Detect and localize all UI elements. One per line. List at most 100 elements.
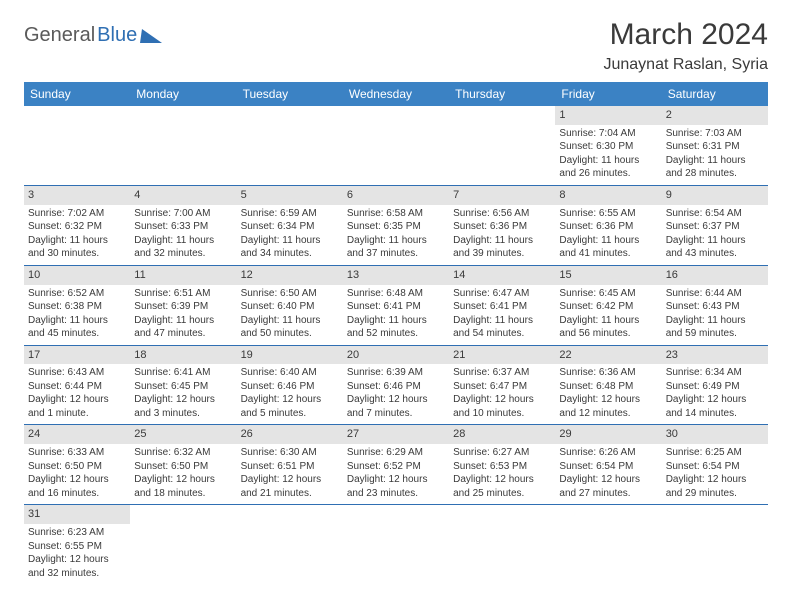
day-number: 13	[343, 266, 449, 285]
day-number: 6	[343, 186, 449, 205]
day-number: 18	[130, 346, 236, 365]
calendar-cell: 28Sunrise: 6:27 AMSunset: 6:53 PMDayligh…	[449, 425, 555, 505]
sunrise-text: Sunrise: 6:43 AM	[28, 366, 126, 380]
sunset-text: Sunset: 6:41 PM	[347, 300, 445, 314]
daylight-text: Daylight: 11 hours and 47 minutes.	[134, 314, 232, 341]
calendar-cell-empty	[130, 106, 236, 185]
sunrise-text: Sunrise: 6:51 AM	[134, 287, 232, 301]
sunrise-text: Sunrise: 6:36 AM	[559, 366, 657, 380]
day-number: 31	[24, 505, 130, 524]
sunrise-text: Sunrise: 6:44 AM	[666, 287, 764, 301]
calendar-cell: 24Sunrise: 6:33 AMSunset: 6:50 PMDayligh…	[24, 425, 130, 505]
calendar-cell: 17Sunrise: 6:43 AMSunset: 6:44 PMDayligh…	[24, 345, 130, 425]
calendar-cell-empty	[662, 505, 768, 584]
logo: GeneralBlue	[24, 18, 163, 47]
weekday-header: Monday	[130, 82, 236, 106]
day-number: 20	[343, 346, 449, 365]
sunset-text: Sunset: 6:53 PM	[453, 460, 551, 474]
sunrise-text: Sunrise: 6:41 AM	[134, 366, 232, 380]
calendar-cell: 13Sunrise: 6:48 AMSunset: 6:41 PMDayligh…	[343, 265, 449, 345]
sunrise-text: Sunrise: 6:30 AM	[241, 446, 339, 460]
daylight-text: Daylight: 12 hours and 3 minutes.	[134, 393, 232, 420]
sunset-text: Sunset: 6:33 PM	[134, 220, 232, 234]
daylight-text: Daylight: 12 hours and 1 minute.	[28, 393, 126, 420]
calendar-cell-empty	[449, 505, 555, 584]
daylight-text: Daylight: 12 hours and 7 minutes.	[347, 393, 445, 420]
sunrise-text: Sunrise: 6:55 AM	[559, 207, 657, 221]
day-number: 25	[130, 425, 236, 444]
sunset-text: Sunset: 6:52 PM	[347, 460, 445, 474]
calendar-cell: 31Sunrise: 6:23 AMSunset: 6:55 PMDayligh…	[24, 505, 130, 584]
calendar-row: 31Sunrise: 6:23 AMSunset: 6:55 PMDayligh…	[24, 505, 768, 584]
daylight-text: Daylight: 11 hours and 34 minutes.	[241, 234, 339, 261]
sunrise-text: Sunrise: 6:27 AM	[453, 446, 551, 460]
calendar-cell: 5Sunrise: 6:59 AMSunset: 6:34 PMDaylight…	[237, 185, 343, 265]
title-block: March 2024 Junaynat Raslan, Syria	[603, 18, 768, 74]
calendar-cell-empty	[237, 106, 343, 185]
calendar-row: 3Sunrise: 7:02 AMSunset: 6:32 PMDaylight…	[24, 185, 768, 265]
day-number: 10	[24, 266, 130, 285]
sunset-text: Sunset: 6:50 PM	[28, 460, 126, 474]
sunrise-text: Sunrise: 6:50 AM	[241, 287, 339, 301]
calendar-cell: 21Sunrise: 6:37 AMSunset: 6:47 PMDayligh…	[449, 345, 555, 425]
sunrise-text: Sunrise: 6:26 AM	[559, 446, 657, 460]
daylight-text: Daylight: 11 hours and 50 minutes.	[241, 314, 339, 341]
sunset-text: Sunset: 6:42 PM	[559, 300, 657, 314]
calendar-cell: 8Sunrise: 6:55 AMSunset: 6:36 PMDaylight…	[555, 185, 661, 265]
sunset-text: Sunset: 6:32 PM	[28, 220, 126, 234]
sunrise-text: Sunrise: 6:52 AM	[28, 287, 126, 301]
day-number: 16	[662, 266, 768, 285]
weekday-header: Thursday	[449, 82, 555, 106]
daylight-text: Daylight: 12 hours and 5 minutes.	[241, 393, 339, 420]
weekday-header: Friday	[555, 82, 661, 106]
calendar-cell: 16Sunrise: 6:44 AMSunset: 6:43 PMDayligh…	[662, 265, 768, 345]
sunset-text: Sunset: 6:34 PM	[241, 220, 339, 234]
day-number: 21	[449, 346, 555, 365]
header: GeneralBlue March 2024 Junaynat Raslan, …	[24, 18, 768, 74]
calendar-cell: 2Sunrise: 7:03 AMSunset: 6:31 PMDaylight…	[662, 106, 768, 185]
sunrise-text: Sunrise: 7:00 AM	[134, 207, 232, 221]
sunrise-text: Sunrise: 6:34 AM	[666, 366, 764, 380]
daylight-text: Daylight: 11 hours and 41 minutes.	[559, 234, 657, 261]
day-number: 12	[237, 266, 343, 285]
daylight-text: Daylight: 11 hours and 26 minutes.	[559, 154, 657, 181]
daylight-text: Daylight: 12 hours and 10 minutes.	[453, 393, 551, 420]
month-title: March 2024	[603, 18, 768, 52]
weekday-header: Wednesday	[343, 82, 449, 106]
calendar-cell: 25Sunrise: 6:32 AMSunset: 6:50 PMDayligh…	[130, 425, 236, 505]
daylight-text: Daylight: 12 hours and 16 minutes.	[28, 473, 126, 500]
day-number: 29	[555, 425, 661, 444]
sunrise-text: Sunrise: 6:37 AM	[453, 366, 551, 380]
sunset-text: Sunset: 6:54 PM	[666, 460, 764, 474]
day-number: 30	[662, 425, 768, 444]
daylight-text: Daylight: 12 hours and 25 minutes.	[453, 473, 551, 500]
day-number: 26	[237, 425, 343, 444]
day-number: 23	[662, 346, 768, 365]
sunrise-text: Sunrise: 7:04 AM	[559, 127, 657, 141]
calendar-cell: 15Sunrise: 6:45 AMSunset: 6:42 PMDayligh…	[555, 265, 661, 345]
sunset-text: Sunset: 6:37 PM	[666, 220, 764, 234]
sunrise-text: Sunrise: 7:02 AM	[28, 207, 126, 221]
calendar-cell: 4Sunrise: 7:00 AMSunset: 6:33 PMDaylight…	[130, 185, 236, 265]
sunrise-text: Sunrise: 7:03 AM	[666, 127, 764, 141]
calendar-cell: 10Sunrise: 6:52 AMSunset: 6:38 PMDayligh…	[24, 265, 130, 345]
daylight-text: Daylight: 11 hours and 59 minutes.	[666, 314, 764, 341]
sunset-text: Sunset: 6:45 PM	[134, 380, 232, 394]
day-number: 17	[24, 346, 130, 365]
daylight-text: Daylight: 11 hours and 43 minutes.	[666, 234, 764, 261]
calendar-cell: 30Sunrise: 6:25 AMSunset: 6:54 PMDayligh…	[662, 425, 768, 505]
calendar-cell: 14Sunrise: 6:47 AMSunset: 6:41 PMDayligh…	[449, 265, 555, 345]
day-number: 8	[555, 186, 661, 205]
sunset-text: Sunset: 6:35 PM	[347, 220, 445, 234]
sunrise-text: Sunrise: 6:45 AM	[559, 287, 657, 301]
sunset-text: Sunset: 6:31 PM	[666, 140, 764, 154]
sunrise-text: Sunrise: 6:47 AM	[453, 287, 551, 301]
sunrise-text: Sunrise: 6:32 AM	[134, 446, 232, 460]
calendar-cell: 11Sunrise: 6:51 AMSunset: 6:39 PMDayligh…	[130, 265, 236, 345]
day-number: 2	[662, 106, 768, 125]
day-number: 1	[555, 106, 661, 125]
day-number: 14	[449, 266, 555, 285]
daylight-text: Daylight: 11 hours and 37 minutes.	[347, 234, 445, 261]
sunset-text: Sunset: 6:30 PM	[559, 140, 657, 154]
daylight-text: Daylight: 12 hours and 18 minutes.	[134, 473, 232, 500]
